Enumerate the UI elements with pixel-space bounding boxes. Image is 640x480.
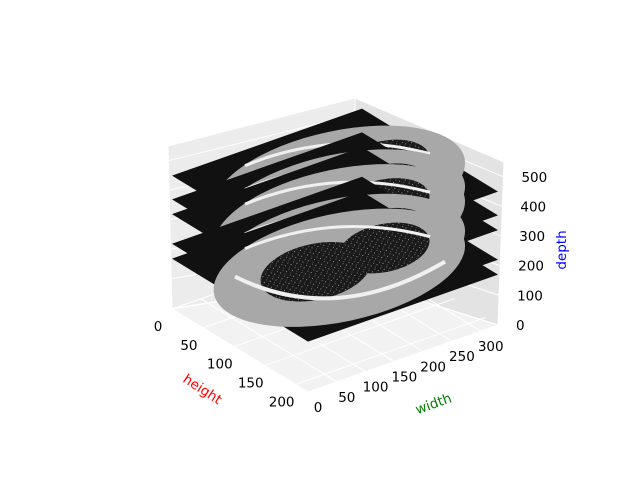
z-axis-label: depth xyxy=(554,230,570,269)
y-tick-label: 100 xyxy=(363,380,389,396)
rib-arc-top xyxy=(244,225,431,251)
rib-arc xyxy=(234,259,447,301)
lung-right xyxy=(338,222,430,274)
z-tick-label: 0 xyxy=(516,318,525,334)
z-tick-label: 500 xyxy=(521,170,547,186)
rib-arc-top xyxy=(244,180,431,206)
x-tick-label: 150 xyxy=(238,376,264,392)
x-tick-label: 100 xyxy=(207,357,233,373)
x-gridline xyxy=(264,298,455,367)
y-tick-label: 50 xyxy=(338,390,355,406)
z-tick-label: 400 xyxy=(520,199,546,215)
y-tick-label: 250 xyxy=(449,349,475,365)
x-axis-label: height xyxy=(180,371,225,408)
z-tick-label: 300 xyxy=(519,229,545,245)
y-gridline xyxy=(171,308,309,393)
slice-170 xyxy=(172,191,498,342)
z-tick-label: 200 xyxy=(518,259,544,275)
z-tick-label: 100 xyxy=(517,288,543,304)
y-tick-label: 200 xyxy=(420,359,446,375)
y-tick-label: 0 xyxy=(314,400,323,416)
ct-slices xyxy=(172,108,498,342)
y-gridline xyxy=(200,298,338,383)
x-tick-label: 50 xyxy=(180,338,197,354)
y-tick-label: 300 xyxy=(478,339,504,355)
x-tick-label: 0 xyxy=(154,319,163,335)
y-tick-label: 150 xyxy=(391,370,417,386)
x-gridline xyxy=(295,316,486,385)
y-axis-label: width xyxy=(413,390,453,418)
x-tick-label: 200 xyxy=(269,394,295,410)
